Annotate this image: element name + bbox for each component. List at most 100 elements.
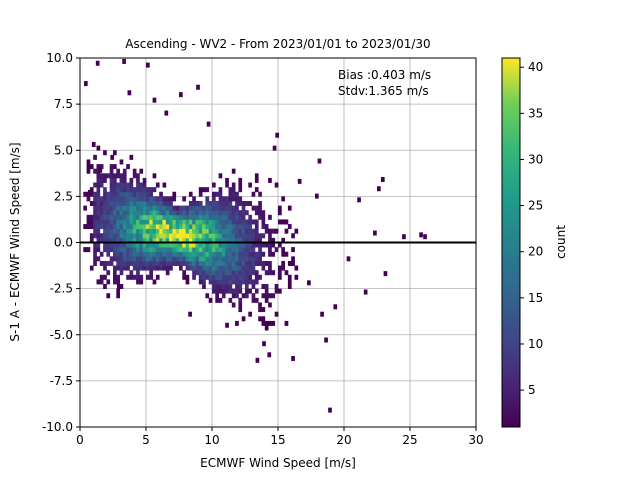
histogram-cell — [175, 219, 180, 225]
histogram-cell — [164, 110, 169, 116]
histogram-cell — [261, 210, 266, 216]
histogram-cell — [205, 214, 210, 220]
histogram-cell — [106, 247, 111, 253]
histogram-cell — [142, 256, 147, 262]
histogram-cell — [119, 177, 124, 183]
histogram-cell — [159, 214, 163, 220]
histogram-cell — [215, 210, 219, 216]
histogram-cell — [271, 251, 276, 257]
histogram-cell — [208, 251, 213, 257]
histogram-cell — [116, 210, 120, 216]
histogram-cell — [248, 247, 252, 253]
histogram-cell — [241, 233, 246, 239]
colorbar-label: count — [554, 225, 568, 259]
histogram-cell — [152, 228, 157, 234]
histogram-cell — [119, 256, 124, 262]
histogram-cell — [231, 242, 236, 248]
histogram-cell — [218, 214, 223, 220]
histogram-cell — [162, 196, 167, 202]
histogram-cell — [182, 205, 186, 211]
histogram-cell — [278, 270, 282, 276]
histogram-cell — [182, 247, 186, 253]
histogram-cell — [146, 224, 150, 230]
histogram-cell — [116, 265, 120, 271]
histogram-cell — [142, 214, 147, 220]
histogram-cell — [109, 247, 114, 253]
histogram-cell — [228, 187, 233, 193]
histogram-cell — [218, 270, 223, 276]
histogram-cell — [192, 228, 196, 234]
histogram-cell — [218, 205, 223, 211]
histogram-cell — [221, 279, 226, 285]
histogram-cell — [182, 214, 186, 220]
histogram-cell — [205, 210, 210, 216]
histogram-cell — [169, 214, 173, 220]
histogram-cell — [235, 320, 239, 326]
histogram-cell — [182, 237, 186, 243]
histogram-cell — [179, 224, 183, 230]
histogram-cell — [165, 210, 170, 216]
histogram-cell — [109, 177, 114, 183]
histogram-cell — [116, 256, 120, 262]
histogram-cell — [235, 200, 239, 206]
histogram-cell — [132, 196, 137, 202]
histogram-cell — [221, 228, 226, 234]
histogram-cell — [258, 260, 262, 266]
histogram-cell — [86, 214, 91, 220]
histogram-cell — [129, 182, 134, 188]
histogram-cell — [169, 200, 173, 206]
histogram-cell — [152, 224, 157, 230]
histogram-cell — [96, 173, 101, 179]
histogram-cell — [271, 228, 276, 234]
x-tick-label: 0 — [76, 433, 84, 447]
histogram-cell — [149, 187, 153, 193]
histogram-cell — [96, 187, 101, 193]
histogram-cell — [284, 320, 289, 326]
histogram-cell — [291, 233, 295, 239]
histogram-cell — [287, 260, 292, 266]
histogram-cell — [162, 247, 167, 253]
histogram-cell — [205, 242, 210, 248]
histogram-cell — [241, 274, 246, 280]
histogram-cell — [261, 242, 266, 248]
histogram-cell — [271, 237, 276, 243]
histogram-cell — [119, 284, 124, 290]
histogram-cell — [149, 265, 153, 271]
histogram-cell — [109, 233, 114, 239]
histogram-cell — [241, 242, 246, 248]
histogram-cell — [195, 233, 200, 239]
histogram-cell — [205, 256, 210, 262]
histogram-cell — [212, 191, 216, 197]
histogram-cell — [278, 288, 282, 294]
histogram-cell — [185, 256, 190, 262]
histogram-cell — [188, 242, 193, 248]
histogram-cell — [202, 214, 206, 220]
histogram-cell — [93, 224, 97, 230]
histogram-cell — [221, 256, 226, 262]
histogram-cell — [116, 191, 120, 197]
histogram-cell — [185, 260, 190, 266]
histogram-cell — [110, 154, 115, 160]
histogram-cell — [113, 224, 117, 230]
histogram-cell — [231, 270, 236, 276]
histogram-cell — [278, 274, 282, 280]
histogram-cell — [241, 293, 246, 299]
histogram-cell — [182, 224, 186, 230]
histogram-cell — [218, 265, 223, 271]
histogram-cell — [218, 210, 223, 216]
histogram-cell — [238, 233, 243, 239]
histogram-cell — [328, 407, 332, 413]
colorbar-tick-label: 15 — [528, 291, 543, 305]
histogram-cell — [126, 260, 130, 266]
histogram-cell — [221, 237, 226, 243]
histogram-cell — [136, 274, 140, 280]
histogram-cell — [208, 260, 213, 266]
histogram-cell — [235, 260, 239, 266]
histogram-cell — [228, 210, 233, 216]
histogram-cell — [99, 200, 104, 206]
histogram-cell — [235, 242, 239, 248]
histogram-cell — [228, 200, 233, 206]
y-axis-label: S-1 A - ECMWF Wind Speed [m/s] — [8, 142, 22, 341]
histogram-cell — [89, 224, 94, 230]
histogram-cell — [192, 247, 196, 253]
